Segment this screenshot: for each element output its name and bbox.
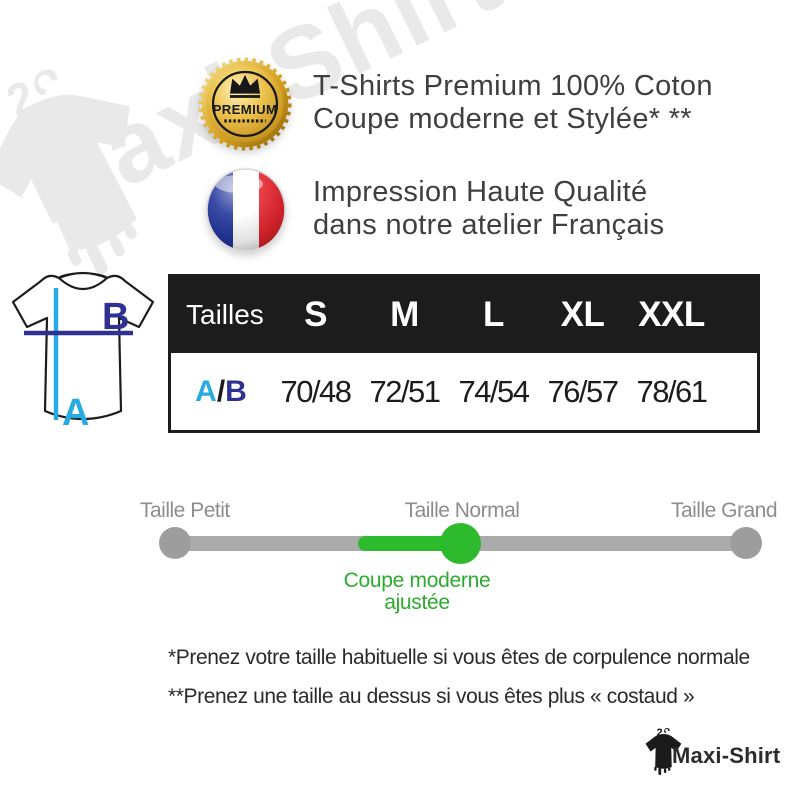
slider-label-grand: Taille Grand (670, 499, 778, 522)
fit-caption-line1: Coupe moderne (343, 569, 491, 592)
fit-slider-caption: Coupe moderne ajustée (317, 570, 517, 614)
size-value-l: 74/54 (458, 373, 530, 409)
row-label-ab: A/B (171, 375, 271, 409)
row-label-sep: / (216, 374, 226, 408)
size-header-s: S (304, 295, 327, 334)
feature-quality-line1: Impression Haute Qualité (313, 176, 648, 208)
fit-caption-line2: ajustée (384, 591, 450, 614)
feature-premium-line2: Coupe moderne et Stylée* ** (313, 103, 692, 135)
feature-quality-line2: dans notre atelier Français (313, 209, 665, 241)
size-header-xxl: XXL (638, 295, 705, 334)
french-flag-icon (206, 168, 286, 252)
size-value-s: 70/48 (280, 373, 352, 409)
premium-badge-label: PREMIUM (213, 102, 278, 117)
brand-shirt-icon: 2 (645, 727, 682, 775)
measure-label-a: A (62, 392, 89, 434)
row-label-a: A (195, 374, 217, 408)
size-table-header: Tailles S M L XL XXL (171, 277, 757, 353)
measure-label-b: B (102, 296, 129, 338)
slider-label-petit: Taille Petit (140, 499, 230, 522)
feature-premium-line1: T-Shirts Premium 100% Coton (313, 70, 713, 102)
size-header-m: M (390, 295, 419, 334)
feature-premium-text: T-Shirts Premium 100% Coton Coupe modern… (313, 70, 713, 136)
footnote-normal-size: *Prenez votre taille habituelle si vous … (168, 646, 750, 669)
row-label-b: B (225, 374, 247, 408)
size-value-xl: 76/57 (547, 373, 619, 409)
slider-label-normal: Taille Normal (404, 499, 520, 522)
brand-superscript: 2 (657, 727, 663, 739)
fit-slider-handle (440, 523, 481, 564)
size-header-l: L (483, 295, 504, 334)
fit-slider-green-segment (358, 536, 463, 551)
fit-slider-endpoint-left (159, 527, 191, 559)
size-table-row: A/B 70/48 72/51 74/54 76/57 78/61 (171, 353, 757, 430)
fit-slider-endpoint-right (730, 527, 762, 559)
brand-logo: 2 Maxi-Shirt (640, 722, 780, 782)
size-table-header-tailles: Tailles (186, 299, 264, 330)
feature-quality-text: Impression Haute Qualité dans notre atel… (313, 176, 664, 242)
size-table: Tailles S M L XL XXL A/B 70/48 72/51 74/… (168, 274, 760, 433)
brand-name: Maxi-Shirt (672, 743, 781, 768)
size-value-xxl: 78/61 (636, 373, 708, 409)
size-header-xl: XL (560, 295, 605, 334)
size-value-m: 72/51 (369, 373, 441, 409)
premium-badge-icon: PREMIUM (198, 57, 292, 151)
footnote-larger-size: **Prenez une taille au dessus si vous êt… (168, 685, 695, 708)
tshirt-measure-diagram: B A (11, 271, 155, 434)
